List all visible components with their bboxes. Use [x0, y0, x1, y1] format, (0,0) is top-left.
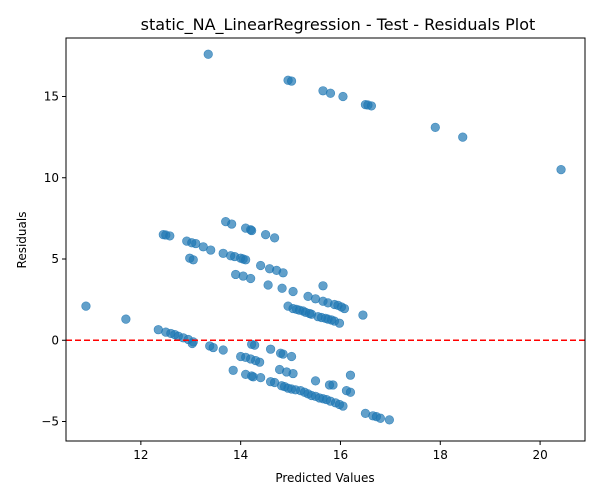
- data-point-36: [188, 255, 198, 265]
- data-point-1: [121, 314, 131, 324]
- data-point-103: [256, 373, 266, 383]
- y-tick-label: 5: [51, 252, 59, 266]
- y-tick-label: 10: [44, 171, 59, 185]
- data-point-15: [227, 219, 237, 229]
- data-point-12: [458, 132, 468, 142]
- data-point-23: [165, 231, 175, 241]
- x-tick-label: 18: [433, 448, 448, 462]
- x-tick-label: 12: [133, 448, 148, 462]
- chart-title: static_NA_LinearRegression - Test - Resi…: [141, 15, 536, 35]
- y-tick-label: −5: [41, 415, 59, 429]
- data-point-43: [246, 273, 256, 284]
- data-point-80: [187, 338, 197, 349]
- data-point-88: [278, 349, 288, 359]
- data-point-85: [250, 340, 260, 350]
- data-point-37: [256, 260, 266, 271]
- data-point-83: [218, 345, 228, 355]
- data-point-82: [208, 342, 218, 353]
- data-point-2: [203, 49, 213, 59]
- axes-frame: [65, 37, 586, 442]
- data-point-41: [231, 269, 241, 280]
- data-point-131: [375, 413, 385, 423]
- data-point-18: [247, 225, 257, 236]
- data-point-71: [358, 310, 368, 320]
- x-ticks: 12 14 16 18 20: [133, 441, 548, 462]
- data-point-122: [338, 401, 348, 411]
- x-tick-label: 20: [532, 448, 547, 462]
- y-tick-label: 15: [44, 90, 59, 104]
- y-axis-label: Residuals: [15, 212, 29, 269]
- data-point-46: [288, 286, 298, 297]
- data-point-70: [334, 318, 345, 328]
- data-point-123: [310, 376, 321, 386]
- data-point-86: [266, 344, 276, 354]
- data-point-40: [278, 268, 288, 278]
- points-layer: [81, 49, 566, 425]
- data-point-28: [206, 245, 216, 255]
- y-tick-label: 0: [51, 333, 59, 347]
- data-point-95: [228, 365, 238, 375]
- data-point-6: [325, 88, 336, 98]
- data-point-10: [366, 101, 377, 111]
- data-point-94: [255, 357, 265, 367]
- data-point-44: [263, 280, 273, 290]
- x-tick-label: 14: [233, 448, 248, 462]
- data-point-89: [286, 351, 297, 362]
- data-point-45: [277, 283, 287, 293]
- data-point-11: [430, 122, 440, 132]
- data-point-20: [270, 233, 280, 243]
- data-point-19: [261, 230, 271, 240]
- data-point-99: [345, 370, 356, 380]
- x-axis-label: Predicted Values: [275, 471, 374, 485]
- data-point-98: [288, 368, 298, 379]
- data-point-7: [338, 91, 348, 102]
- data-point-0: [81, 301, 91, 311]
- data-point-132: [384, 415, 394, 425]
- x-tick-label: 16: [333, 448, 348, 462]
- data-point-4: [286, 76, 297, 86]
- data-point-125: [328, 380, 338, 390]
- y-ticks: −5 0 5 10 15: [41, 90, 66, 429]
- data-point-34: [241, 255, 251, 265]
- data-point-13: [556, 165, 566, 175]
- data-point-47: [318, 281, 328, 291]
- data-point-127: [345, 387, 356, 397]
- data-point-55: [339, 303, 350, 314]
